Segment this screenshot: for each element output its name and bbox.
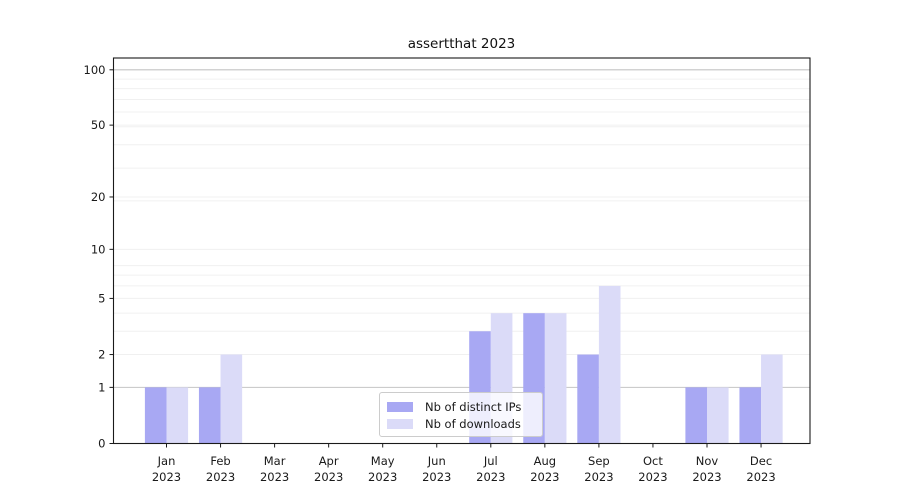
bar-downloads-11 xyxy=(761,354,783,444)
bar-distinct-ips-8 xyxy=(577,354,599,444)
y-tick-label: 50 xyxy=(91,118,106,132)
x-tick-label-year: 2023 xyxy=(638,470,667,484)
x-tick-label-month: Jul xyxy=(483,454,498,468)
x-tick-label-year: 2023 xyxy=(584,470,613,484)
x-tick-label-year: 2023 xyxy=(260,470,289,484)
bar-downloads-1 xyxy=(220,354,243,444)
x-tick-label-month: Feb xyxy=(210,454,230,468)
x-tick-label-month: Jan xyxy=(157,454,176,468)
legend-label: Nb of downloads xyxy=(425,416,521,431)
x-tick-label-month: Mar xyxy=(264,454,286,468)
x-tick-label-year: 2023 xyxy=(368,470,397,484)
x-tick-label-year: 2023 xyxy=(530,470,559,484)
chart-title: assertthat 2023 xyxy=(407,36,516,52)
y-tick-label: 1 xyxy=(98,380,105,394)
bar-distinct-ips-1 xyxy=(198,387,221,444)
y-tick-label: 20 xyxy=(91,190,106,204)
x-tick-label-year: 2023 xyxy=(314,470,343,484)
bar-downloads-10 xyxy=(707,387,729,444)
y-tick-label: 5 xyxy=(98,291,105,305)
bar-downloads-7 xyxy=(544,313,567,444)
x-tick-label-month: Sep xyxy=(588,454,610,468)
y-tick-label: 0 xyxy=(98,437,105,451)
x-tick-label-month: Jun xyxy=(427,454,446,468)
legend-item: Nb of downloads xyxy=(387,416,534,431)
y-tick-label: 10 xyxy=(91,242,106,256)
y-tick-label: 2 xyxy=(98,348,105,362)
legend-swatch-icon xyxy=(387,401,413,412)
x-tick-label-year: 2023 xyxy=(692,470,721,484)
bar-distinct-ips-11 xyxy=(739,387,762,444)
x-tick-label-month: Apr xyxy=(319,454,339,468)
legend-item: Nb of distinct IPs xyxy=(387,399,534,414)
x-tick-label-year: 2023 xyxy=(476,470,505,484)
x-tick-label-month: Dec xyxy=(750,454,772,468)
chart-legend: Nb of distinct IPs Nb of downloads xyxy=(379,392,543,437)
x-tick-label-month: Oct xyxy=(643,454,663,468)
x-tick-label-month: Aug xyxy=(534,454,556,468)
y-tick-label: 100 xyxy=(84,63,106,77)
x-tick-label-month: May xyxy=(371,454,395,468)
x-tick-label-month: Nov xyxy=(696,454,719,468)
x-tick-label-year: 2023 xyxy=(422,470,451,484)
bar-distinct-ips-10 xyxy=(685,387,707,444)
bar-downloads-0 xyxy=(166,387,189,444)
legend-swatch-icon xyxy=(387,418,413,429)
bar-distinct-ips-0 xyxy=(144,387,167,444)
x-tick-label-year: 2023 xyxy=(746,470,775,484)
x-tick-label-year: 2023 xyxy=(152,470,181,484)
plot-border xyxy=(112,57,811,445)
legend-label: Nb of distinct IPs xyxy=(425,399,522,414)
bar-downloads-8 xyxy=(598,285,621,444)
x-tick-label-year: 2023 xyxy=(206,470,235,484)
